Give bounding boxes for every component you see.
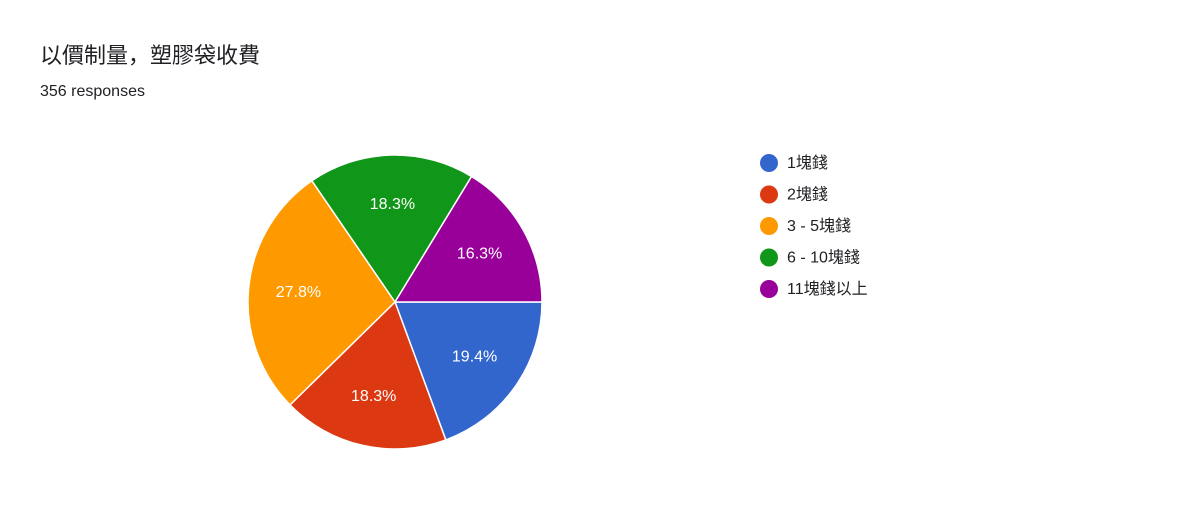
legend-marker: [760, 217, 778, 235]
legend-label: 11塊錢以上: [787, 280, 868, 298]
data-label: 27.8%: [276, 284, 321, 301]
pie-slice: [393, 175, 543, 303]
data-label: 16.3%: [457, 246, 502, 263]
data-label: 18.3%: [370, 196, 415, 213]
chart-title: 以價制量，塑膠袋收費: [40, 43, 260, 68]
legend-marker: [760, 154, 778, 172]
legend-label: 1塊錢: [787, 154, 828, 172]
legend-label: 3 - 5塊錢: [787, 217, 851, 235]
data-label: 19.4%: [452, 349, 497, 366]
pie-slice: [288, 300, 447, 450]
legend-label: 2塊錢: [787, 186, 828, 204]
legend-marker: [760, 185, 778, 204]
data-label: 18.3%: [351, 388, 396, 405]
pie-slice: [310, 154, 473, 304]
pie-slice: [393, 301, 543, 441]
pie-slice: [247, 179, 396, 406]
legend-label: 6 - 10塊錢: [787, 249, 860, 267]
chart-subtitle: 356 responses: [40, 83, 145, 100]
legend-marker: [760, 280, 778, 298]
legend-marker: [760, 248, 778, 267]
